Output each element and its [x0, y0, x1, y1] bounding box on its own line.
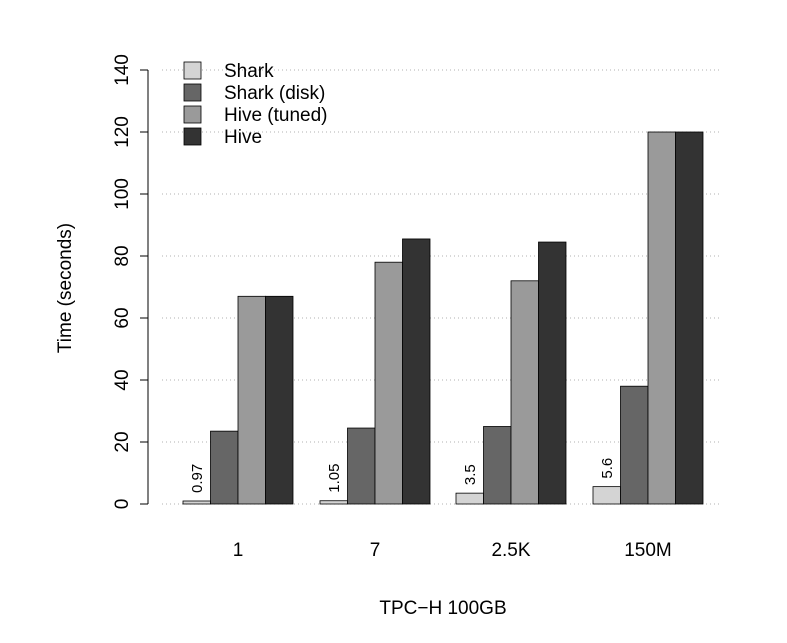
x-tick-labels: 1 7 2.5K 150M — [233, 540, 672, 561]
y-tick-label: 0 — [112, 499, 133, 510]
legend-label: Shark — [224, 61, 274, 82]
bars — [182, 131, 704, 505]
y-tick-label: 140 — [112, 54, 133, 86]
bar-hive-2 — [538, 241, 567, 505]
legend-swatch — [183, 61, 202, 80]
legend-swatch — [183, 127, 202, 146]
bar-shark-1 — [319, 500, 348, 505]
bar-hive-tuned-3 — [647, 131, 676, 505]
bar-hive-tuned-1 — [374, 261, 403, 505]
bar-shark-disk-1 — [347, 427, 376, 505]
data-label: 0.97 — [189, 464, 206, 493]
bar-hive-1 — [402, 238, 431, 505]
bar-shark-2 — [455, 492, 484, 505]
y-tick-label: 40 — [112, 369, 133, 390]
y-axis-label: Time (seconds) — [55, 223, 76, 353]
bar-hive-tuned-0 — [237, 295, 266, 505]
legend-swatch — [183, 105, 202, 124]
x-axis-label: TPC−H 100GB — [379, 598, 506, 619]
y-axis: 0 20 40 60 80 100 120 140 — [112, 54, 149, 510]
x-tick-label: 2.5K — [491, 540, 530, 561]
y-tick-label: 80 — [112, 245, 133, 266]
legend-label: Hive (tuned) — [224, 105, 328, 126]
gridlines — [162, 69, 722, 505]
y-tick-label: 60 — [112, 307, 133, 328]
bar-shark-0 — [182, 500, 211, 505]
legend-label: Hive — [224, 127, 262, 148]
bar-shark-disk-0 — [210, 430, 239, 505]
legend-swatch — [183, 83, 202, 102]
data-label: 1.05 — [326, 464, 343, 493]
y-tick-label: 20 — [112, 431, 133, 452]
x-tick-label: 150M — [624, 540, 672, 561]
bar-shark-disk-3 — [620, 385, 649, 505]
x-tick-label: 1 — [233, 540, 244, 561]
x-tick-label: 7 — [370, 540, 381, 561]
bar-hive-tuned-2 — [510, 280, 539, 505]
data-labels: 0.97 1.05 3.5 5.6 — [189, 458, 616, 493]
data-label: 3.5 — [462, 464, 479, 485]
legend-label: Shark (disk) — [224, 83, 325, 104]
data-label: 5.6 — [599, 458, 616, 479]
bar-shark-3 — [592, 486, 621, 505]
bar-hive-3 — [675, 131, 704, 505]
bar-shark-disk-2 — [483, 426, 512, 505]
y-tick-label: 100 — [112, 178, 133, 210]
bar-hive-0 — [265, 295, 294, 505]
y-tick-label: 120 — [112, 116, 133, 148]
